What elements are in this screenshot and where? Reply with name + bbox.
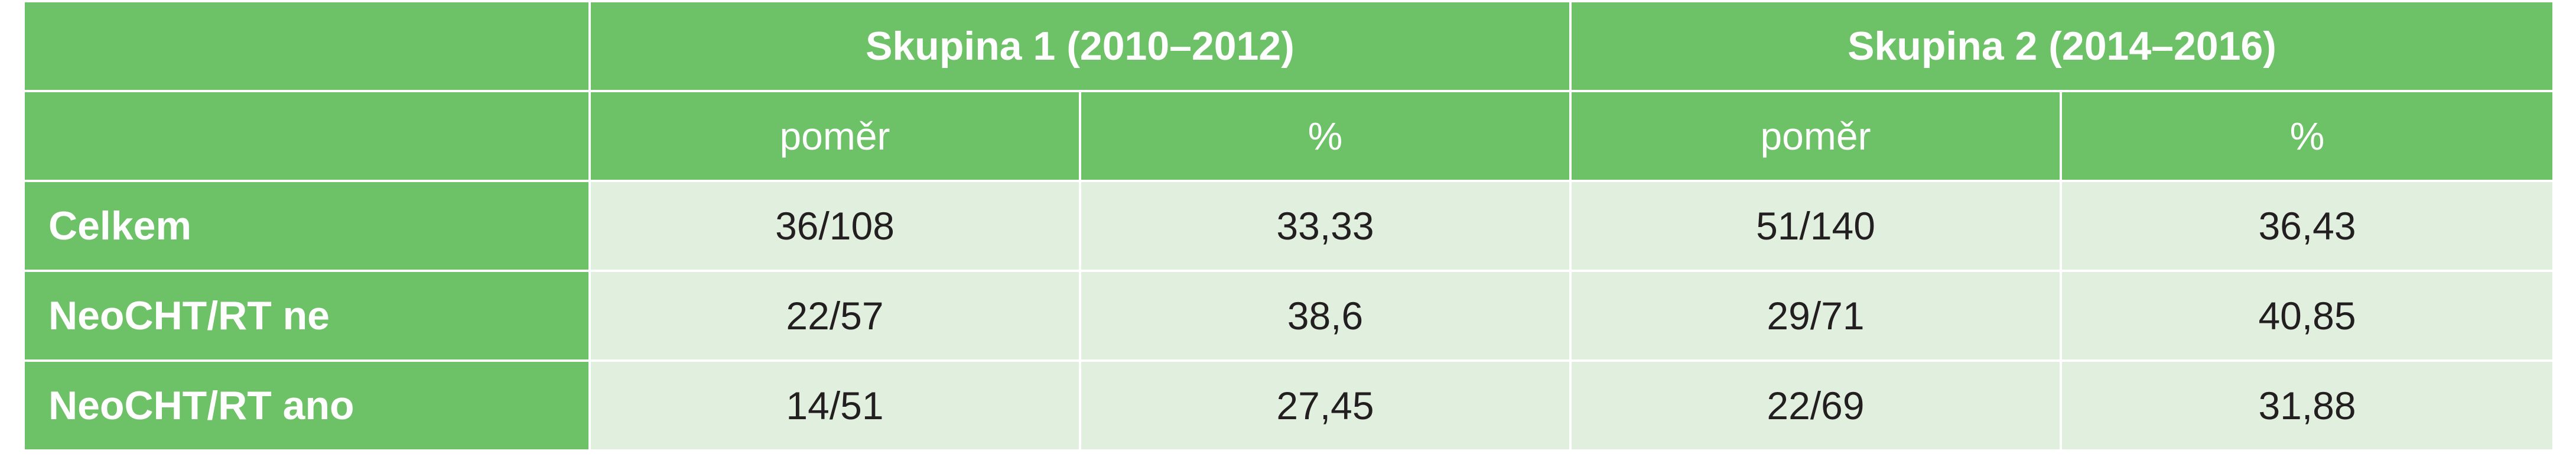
- results-table: Skupina 1 (2010–2012) Skupina 2 (2014–20…: [22, 0, 2555, 452]
- corner-cell-2: [22, 90, 591, 182]
- table-cell: 14/51: [588, 359, 1081, 452]
- group-header-skupina-1: Skupina 1 (2010–2012): [588, 0, 1572, 92]
- table-row: NeoCHT/RT ano 14/51 27,45 22/69 31,88: [22, 359, 2555, 452]
- table-cell: 38,6: [1078, 270, 1572, 362]
- subheader-percent-1: %: [1078, 90, 1572, 182]
- corner-cell: [22, 0, 591, 92]
- table-cell: 29/71: [1569, 270, 2063, 362]
- table-cell: 51/140: [1569, 180, 2063, 272]
- table-cell: 27,45: [1078, 359, 1572, 452]
- subheader-pomer-2: poměr: [1569, 90, 2063, 182]
- row-label: NeoCHT/RT ne: [22, 270, 591, 362]
- results-table-container: Skupina 1 (2010–2012) Skupina 2 (2014–20…: [22, 0, 2555, 452]
- table-row: Celkem 36/108 33,33 51/140 36,43: [22, 180, 2555, 272]
- table-cell: 36/108: [588, 180, 1081, 272]
- subheader-percent-2: %: [2060, 90, 2555, 182]
- subheader-pomer-1: poměr: [588, 90, 1081, 182]
- table-cell: 31,88: [2060, 359, 2555, 452]
- table-cell: 36,43: [2060, 180, 2555, 272]
- row-label: Celkem: [22, 180, 591, 272]
- table-cell: 40,85: [2060, 270, 2555, 362]
- table-cell: 33,33: [1078, 180, 1572, 272]
- subheader-row: poměr % poměr %: [22, 90, 2555, 182]
- table-row: NeoCHT/RT ne 22/57 38,6 29/71 40,85: [22, 270, 2555, 362]
- group-header-skupina-2: Skupina 2 (2014–2016): [1569, 0, 2555, 92]
- row-label: NeoCHT/RT ano: [22, 359, 591, 452]
- group-header-row: Skupina 1 (2010–2012) Skupina 2 (2014–20…: [22, 0, 2555, 92]
- table-cell: 22/69: [1569, 359, 2063, 452]
- table-cell: 22/57: [588, 270, 1081, 362]
